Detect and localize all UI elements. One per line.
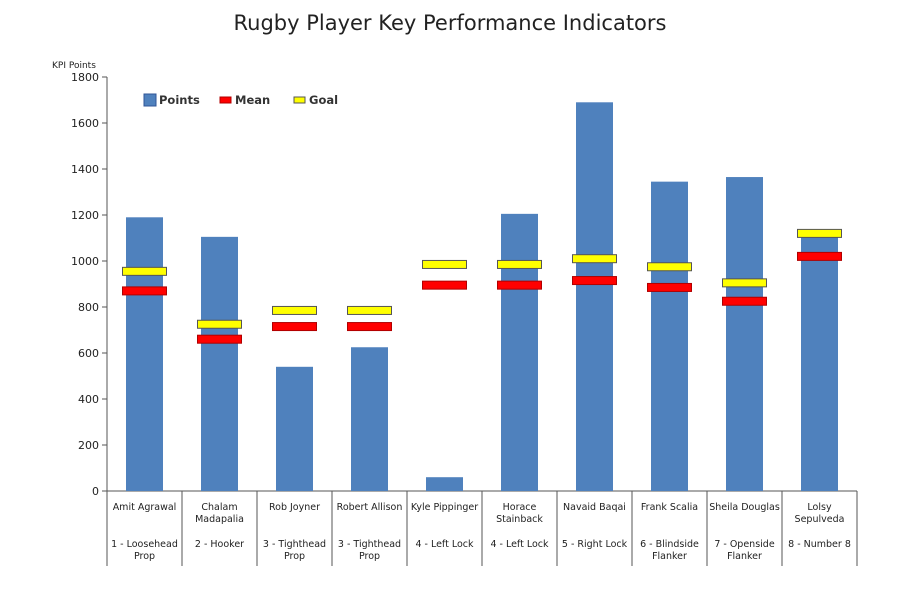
bar-points xyxy=(201,236,238,491)
y-tick-label: 0 xyxy=(92,485,99,498)
legend-label: Points xyxy=(159,93,200,107)
category-name-label: Amit Agrawal xyxy=(113,502,177,513)
category-name-label: Kyle Pippinger xyxy=(411,502,478,513)
category-name-label: Sepulveda xyxy=(795,514,845,525)
category-name-label: Lolsy xyxy=(807,502,832,513)
bars-group xyxy=(126,102,838,492)
category-position-label: Prop xyxy=(134,551,155,562)
category-position-label: 1 - Loosehead xyxy=(111,539,178,550)
bar-points xyxy=(276,366,313,491)
bar-points xyxy=(801,232,838,491)
category-position-label: 5 - Right Lock xyxy=(562,539,628,550)
category-name-label: Chalam xyxy=(201,502,237,513)
category-position-label: 3 - Tighthead xyxy=(263,539,326,550)
goal-marker xyxy=(797,228,842,238)
goal-marker xyxy=(422,259,467,269)
category-name-label: Sheila Douglas xyxy=(709,502,780,513)
goal-marker xyxy=(647,262,692,272)
mean-marker xyxy=(272,322,317,332)
category-position-label: 7 - Openside xyxy=(714,539,775,550)
y-tick-label: 1800 xyxy=(71,71,99,84)
y-tick-label: 800 xyxy=(78,301,99,314)
goal-marker xyxy=(572,254,617,264)
goal-marker xyxy=(497,259,542,269)
y-tick-label: 1600 xyxy=(71,117,99,130)
bar-points xyxy=(501,213,538,491)
goal-marker xyxy=(122,266,167,276)
goal-marker xyxy=(197,319,242,329)
mean-marker xyxy=(572,276,617,286)
category-position-label: Prop xyxy=(284,551,305,562)
y-tick-label: 200 xyxy=(78,439,99,452)
y-tick-label: 1200 xyxy=(71,209,99,222)
category-name-label: Navaid Baqai xyxy=(563,502,626,513)
bar-points xyxy=(576,102,613,492)
category-position-label: Prop xyxy=(359,551,380,562)
legend-label: Goal xyxy=(309,93,338,107)
category-position-label: 4 - Left Lock xyxy=(490,539,549,550)
y-tick-label: 1400 xyxy=(71,163,99,176)
category-position-label: 4 - Left Lock xyxy=(415,539,474,550)
legend-swatch-points xyxy=(143,93,157,107)
goal-marker xyxy=(722,278,767,288)
category-position-label: 3 - Tighthead xyxy=(338,539,401,550)
bar-points xyxy=(351,347,388,491)
mean-marker xyxy=(347,322,392,332)
mean-marker xyxy=(797,251,842,261)
bar-points xyxy=(651,181,688,491)
y-axis-label: KPI Points xyxy=(52,61,96,71)
y-tick-label: 400 xyxy=(78,393,99,406)
goal-marker xyxy=(272,305,317,315)
mean-marker xyxy=(197,334,242,344)
category-position-label: Flanker xyxy=(652,551,687,562)
legend-swatch-mean xyxy=(219,96,232,104)
legend-swatch-goal xyxy=(293,96,306,104)
category-position-label: 8 - Number 8 xyxy=(788,539,851,550)
bar-points xyxy=(426,477,463,491)
category-name-label: Stainback xyxy=(496,514,543,525)
mean-marker xyxy=(422,280,467,290)
category-name-label: Rob Joyner xyxy=(269,502,320,513)
chart-title: Rugby Player Key Performance Indicators xyxy=(234,11,667,35)
goal-marker xyxy=(347,305,392,315)
category-name-label: Robert Allison xyxy=(337,502,403,513)
bar-points xyxy=(726,177,763,492)
bar-points xyxy=(126,217,163,492)
category-position-label: 2 - Hooker xyxy=(195,539,244,550)
mean-marker xyxy=(497,280,542,290)
category-position-label: Flanker xyxy=(727,551,762,562)
mean-marker xyxy=(722,296,767,306)
y-tick-label: 1000 xyxy=(71,255,99,268)
legend: Points Mean Goal xyxy=(143,93,338,107)
mean-marker xyxy=(647,282,692,292)
mean-marker xyxy=(122,286,167,296)
legend-label: Mean xyxy=(235,93,270,107)
category-position-label: 6 - Blindside xyxy=(640,539,699,550)
y-tick-label: 600 xyxy=(78,347,99,360)
category-name-label: Frank Scalia xyxy=(641,502,698,513)
category-name-label: Madapalia xyxy=(195,514,244,525)
category-name-label: Horace xyxy=(503,502,537,513)
markers-group xyxy=(122,228,842,344)
